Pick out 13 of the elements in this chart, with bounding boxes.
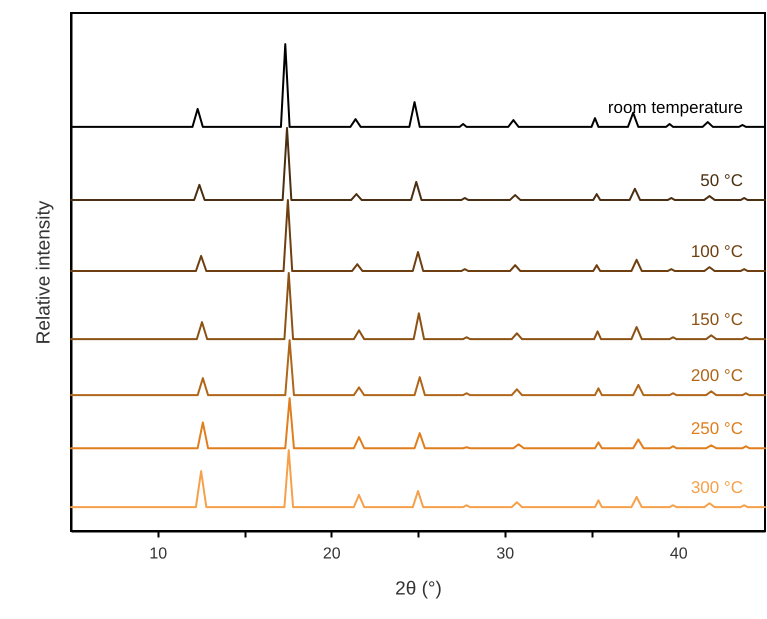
series-label: 50 °C — [700, 170, 743, 190]
series-label: 150 °C — [690, 310, 743, 330]
x-tick-label: 40 — [670, 546, 688, 562]
x-axis-title: 2θ (°) — [395, 578, 442, 600]
x-tick-label: 20 — [322, 546, 341, 562]
series-label: 300 °C — [690, 478, 743, 498]
series-label: 100 °C — [690, 242, 743, 262]
series-label: 200 °C — [690, 366, 743, 386]
y-axis-title: Relative intensity — [34, 200, 54, 344]
series-label: 250 °C — [690, 419, 743, 438]
series-label: room temperature — [608, 98, 743, 117]
x-tick-label: 30 — [496, 546, 514, 562]
x-tick-label: 10 — [149, 546, 168, 562]
